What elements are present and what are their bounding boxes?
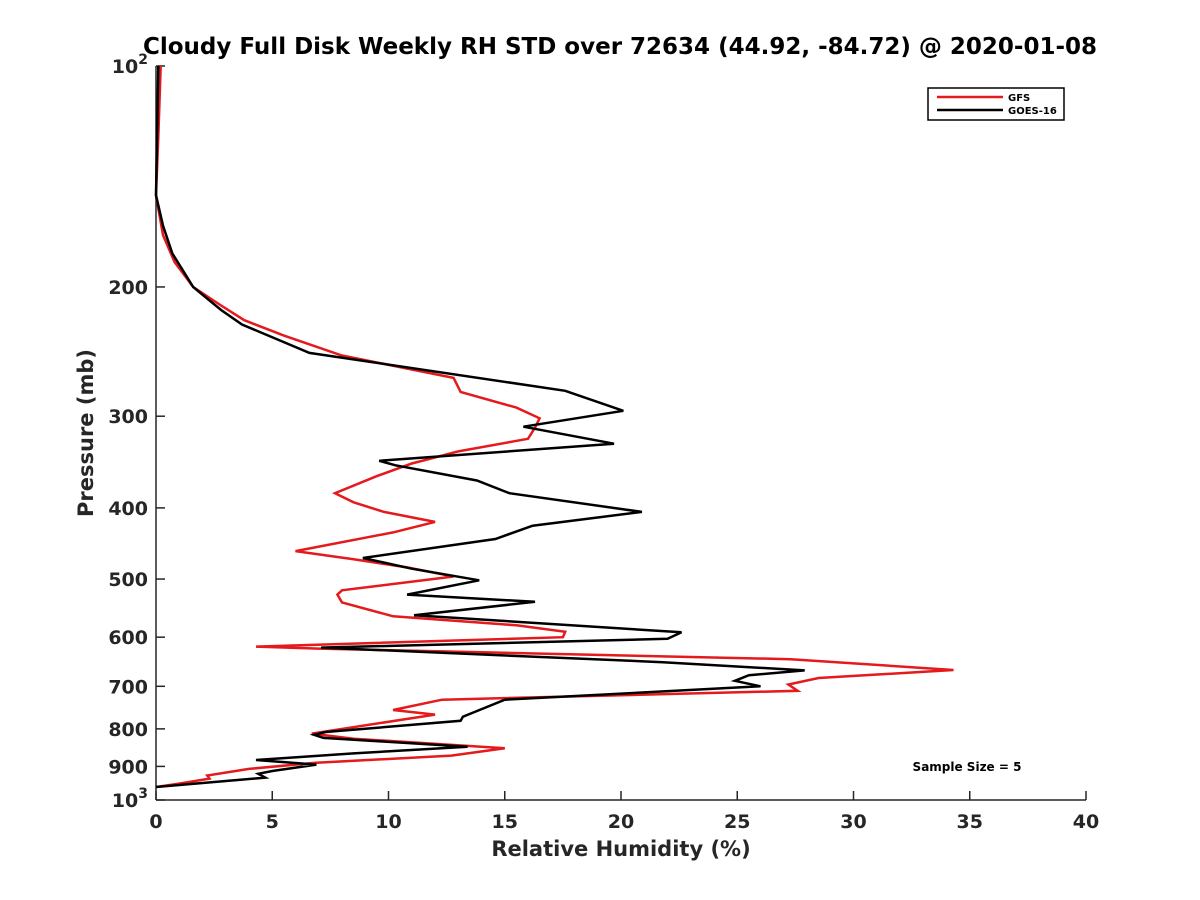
sample-size-annotation: Sample Size = 5 (913, 760, 1022, 774)
x-tick-label: 40 (1073, 811, 1099, 833)
chart-title: Cloudy Full Disk Weekly RH STD over 7263… (143, 34, 1097, 60)
legend-label-goes16: GOES-16 (1008, 106, 1057, 117)
x-ticks: 0 5 10 15 20 25 30 35 40 (149, 791, 1099, 833)
legend: GFS GOES-16 (927, 87, 1065, 121)
y-tick-label: 102 (112, 52, 148, 78)
y-tick-label: 200 (108, 277, 148, 299)
series-line-gfs (154, 65, 954, 789)
plot-area: 0 5 10 15 20 25 30 35 40 102 200 300 400 500 600 700 80… (108, 52, 1099, 833)
y-tick-label: 300 (108, 406, 148, 428)
x-tick-label: 0 (149, 811, 162, 833)
x-tick-label: 25 (724, 811, 750, 833)
x-tick-label: 35 (957, 811, 983, 833)
y-tick-label: 103 (112, 786, 148, 812)
x-tick-label: 10 (375, 811, 401, 833)
y-axis-label: Pressure (mb) (74, 349, 98, 517)
legend-box (927, 87, 1065, 121)
y-tick-label: 500 (108, 569, 148, 591)
x-tick-label: 20 (608, 811, 634, 833)
x-tick-label: 5 (266, 811, 279, 833)
x-axis-label: Relative Humidity (%) (491, 837, 750, 861)
y-ticks: 102 200 300 400 500 600 700 800 900 103 (108, 52, 165, 812)
y-tick-label: 600 (108, 627, 148, 649)
series-line-goes16 (154, 65, 805, 789)
x-tick-label: 30 (840, 811, 866, 833)
y-tick-label: 700 (108, 676, 148, 698)
y-tick-label: 800 (108, 719, 148, 741)
legend-label-gfs: GFS (1008, 93, 1030, 104)
x-tick-label: 15 (492, 811, 518, 833)
y-tick-label: 900 (108, 756, 148, 778)
series-layer (154, 65, 954, 789)
y-tick-label: 400 (108, 498, 148, 520)
